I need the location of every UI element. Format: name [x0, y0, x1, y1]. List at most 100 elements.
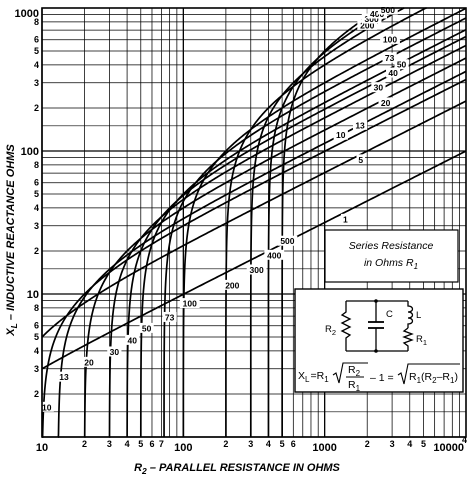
legend-line-2-text: in Ohms [364, 257, 404, 269]
x-tick-label-major: 10000 [433, 442, 464, 454]
x-tick-label-minor: 2 [365, 439, 370, 449]
x-tick-label-major: 100 [174, 442, 192, 454]
curve-label-upper-300: 300 [365, 14, 379, 24]
curve-label-lower-20-bg [81, 356, 97, 367]
y-tick-label-minor: 4 [34, 346, 39, 356]
curve-label-lower-300-bg [246, 264, 267, 275]
curve-label-lower-13-bg [56, 371, 72, 382]
x-tick-superscript: 4 [462, 435, 467, 445]
curve-label-upper-20: 20 [381, 98, 391, 108]
curve-label-upper-200: 200 [360, 20, 374, 30]
y-tick-label-minor: 4 [34, 203, 39, 213]
y-tick-label-minor: 8 [34, 303, 39, 313]
curve-label-lower-100: 100 [183, 299, 197, 309]
label-r2: R2 [325, 324, 336, 337]
curve-label-upper-100: 100 [383, 34, 397, 44]
y-tick-label-minor: 5 [34, 189, 39, 199]
curve-label-lower-500: 500 [280, 236, 294, 246]
x-tick-label-minor: 5 [138, 439, 143, 449]
x-tick-label-minor: 4 [125, 439, 130, 449]
curve-label-lower-400-bg [264, 249, 285, 260]
curve-label-lower-50-bg [139, 322, 154, 333]
curve-label-upper-5: 5 [358, 155, 363, 165]
curve-label-lower-400: 400 [267, 250, 281, 260]
curve-label-lower-200-bg [222, 279, 243, 290]
curve-label-lower-40: 40 [128, 335, 138, 345]
resistor-r2-symbol [340, 301, 352, 351]
curve-label-upper-5-bg [356, 154, 366, 165]
curve-r1-500 [281, 7, 382, 437]
y-tick-label-minor: 6 [34, 178, 39, 188]
curve-label-lower-40-bg [125, 334, 140, 345]
y-tick-label-major: 1000 [15, 8, 39, 20]
curve-label-group: 1013203040507310020030040050015101320304… [39, 4, 409, 412]
x-tick-label-minor: 6 [291, 439, 296, 449]
curve-label-upper-73: 73 [385, 53, 395, 63]
curve-label-upper-13: 13 [355, 120, 365, 130]
circuit-diagram [340, 300, 414, 352]
formula-rhs: R1(R2–R1) [409, 371, 458, 385]
curve-label-upper-500-bg [377, 4, 398, 15]
curve-r1-100 [182, 7, 467, 437]
y-tick-label-minor: 5 [34, 46, 39, 56]
curve-label-upper-400: 400 [370, 9, 384, 19]
x-tick-label-minor: 4 [266, 439, 271, 449]
curve-label-upper-200-bg [357, 19, 378, 30]
curve-label-upper-13-bg [352, 119, 368, 130]
y-tick-label-minor: 5 [34, 332, 39, 342]
formula-lhs: XL=R1 [298, 370, 329, 384]
y-tick-label-minor: 2 [34, 103, 39, 113]
x-tick-label-minor: 3 [107, 439, 112, 449]
formula-radical-2 [397, 363, 460, 385]
x-tick-label-minor: 7 [159, 439, 164, 449]
x-tick-label-minor: 5 [421, 439, 426, 449]
curve-label-upper-300-bg [361, 13, 382, 24]
curve-label-lower-73-bg [162, 311, 177, 322]
formula-denominator: R1 [348, 379, 361, 393]
curve-label-lower-30: 30 [110, 347, 120, 357]
x-tick-label-minor: 6 [149, 439, 154, 449]
x-tick-label-minor: 2 [82, 439, 87, 449]
curve-group [41, 7, 467, 438]
x-tick-label-minor: 4 [407, 439, 412, 449]
curve-label-upper-20-bg [378, 97, 393, 108]
formula-numerator: R2 [348, 364, 361, 378]
curve-label-upper-30-bg [371, 82, 386, 93]
x-tick-label-major: 10 [36, 442, 48, 454]
curve-label-lower-73: 73 [165, 312, 175, 322]
curve-label-lower-500-bg [277, 235, 298, 246]
curve-label-upper-400-bg [367, 8, 388, 19]
x-tick-label-minor: 2 [223, 439, 228, 449]
legend-box: Series Resistance in Ohms R1 [324, 229, 459, 283]
curve-r1-10 [41, 78, 467, 438]
x-tick-label-major: 1000 [312, 442, 336, 454]
curve-label-upper-50-bg [394, 59, 409, 70]
curve-label-upper-500: 500 [381, 5, 395, 15]
y-tick-label-minor: 2 [34, 389, 39, 399]
curve-label-upper-100-bg [380, 33, 400, 44]
curve-label-lower-300: 300 [250, 265, 264, 275]
curve-label-lower-10-bg [39, 401, 54, 412]
y-tick-label-minor: 6 [34, 35, 39, 45]
y-tick-label-minor: 3 [34, 364, 39, 374]
y-tick-label-minor: 8 [34, 160, 39, 170]
curve-label-upper-73-bg [382, 52, 397, 63]
curve-label-lower-10: 10 [42, 402, 52, 412]
curve-label-upper-10: 10 [336, 130, 346, 140]
label-c: C [386, 309, 393, 320]
legend-var-sub: 1 [414, 262, 418, 271]
curve-label-lower-30-bg [107, 346, 122, 357]
y-tick-label-minor: 8 [34, 17, 39, 27]
y-tick-label-minor: 3 [34, 78, 39, 88]
x-axis-title: R2 – PARALLEL RESISTANCE IN OHMS [134, 462, 340, 476]
curve-label-lower-200: 200 [225, 280, 239, 290]
curve-label-upper-30: 30 [374, 83, 384, 93]
curve-label-upper-1-bg [341, 213, 350, 224]
label-r1: R1 [416, 334, 427, 347]
legend-var: R [406, 257, 414, 269]
resistor-r1-symbol [402, 327, 414, 351]
inductor-l-symbol [407, 301, 414, 328]
curve-label-lower-13: 13 [59, 372, 69, 382]
